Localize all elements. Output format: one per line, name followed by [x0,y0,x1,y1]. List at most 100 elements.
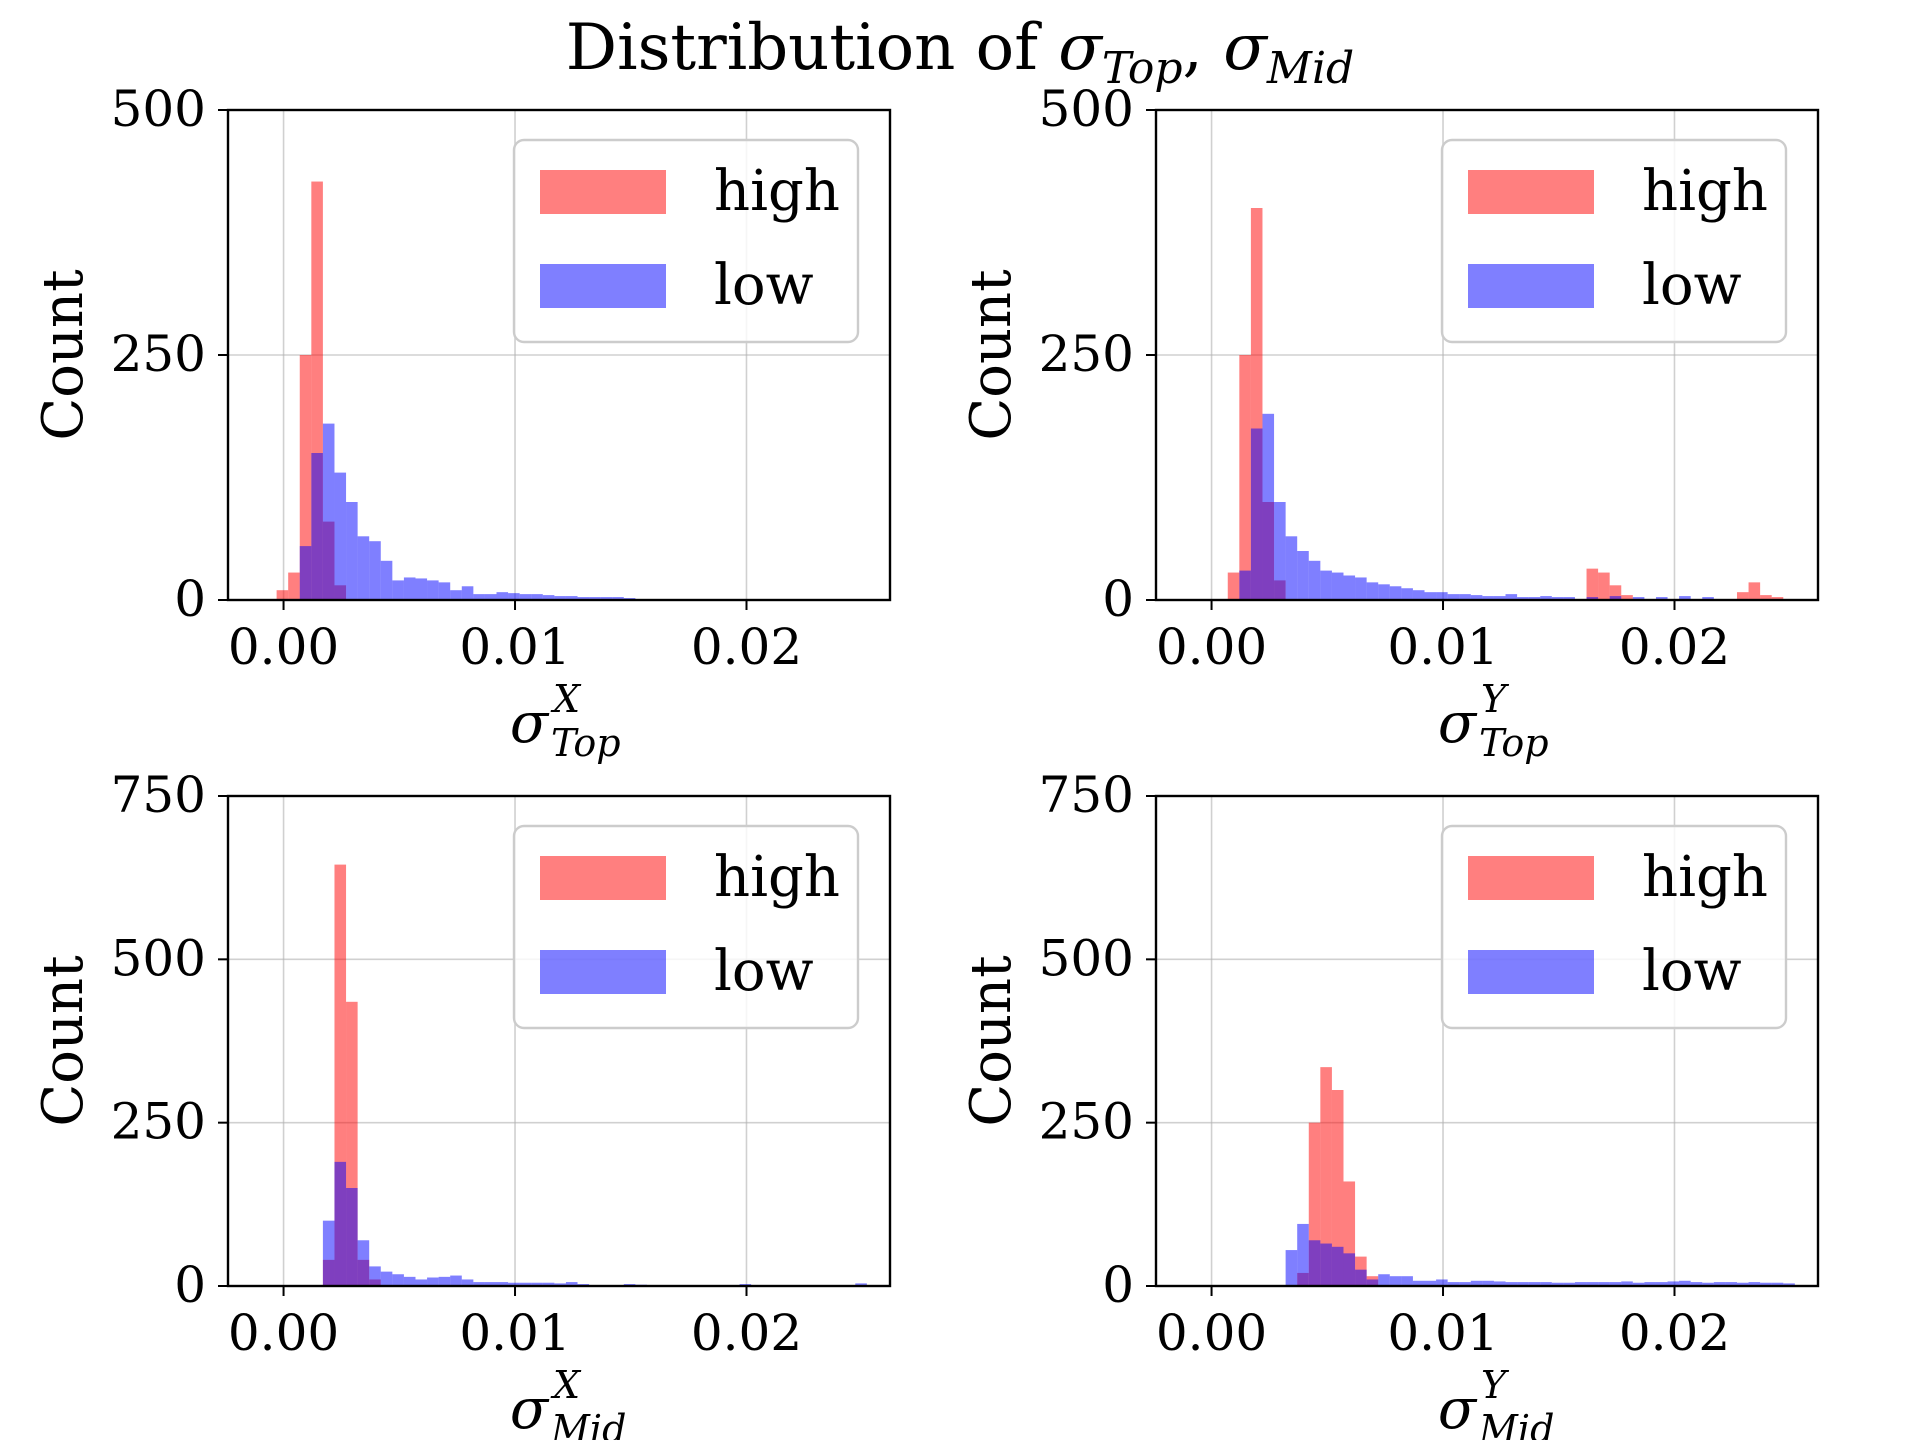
histogram-bar-low [1563,597,1575,600]
title-symbol-1: σ [1058,11,1102,85]
x-tick-label: 0.00 [1156,618,1267,676]
histogram-bar-low [484,594,497,600]
x-axis-label-symbol: σ [510,1377,550,1440]
histogram-bar-low [369,541,381,600]
histogram-bar-low [1470,595,1483,600]
histogram-bar-low [519,1282,532,1286]
histogram-bar-high [1320,1067,1332,1286]
histogram-bar-high [1343,1181,1356,1286]
x-tick-label: 0.01 [459,618,570,676]
histogram-bar-low [600,597,613,600]
axes-frame [226,794,892,1288]
histogram-bar-low [1366,1279,1379,1286]
histogram-bar-high [334,864,347,1286]
histogram-bar-low [392,580,404,600]
histogram-bar-low [1412,590,1425,600]
x-tick-label: 0.02 [1619,618,1730,676]
histogram-bar-low [1459,1282,1471,1286]
histogram-bar-low [484,1282,497,1286]
histogram-bar-high [1227,572,1240,600]
histogram-bar-low [346,502,358,600]
histogram-bar-low [1632,1282,1645,1286]
legend-label-high: high [714,845,840,910]
histogram-bar-low [1725,1282,1737,1286]
histogram-bar-low [1621,1281,1633,1286]
histogram-bar-low [1551,1282,1564,1286]
histogram-bar-low [357,1240,370,1286]
histogram-bar-high [1621,595,1633,600]
histogram-bar-low [1355,577,1367,600]
histogram-bar-low [322,1220,335,1286]
histogram-bar-low [1470,1280,1483,1286]
histogram-bar-low [1343,575,1356,600]
histogram-bar-low [461,586,474,600]
legend-swatch-low [540,950,666,994]
title-subscript-1: Top [1101,43,1183,94]
histogram-bar-low [357,536,370,600]
histogram-bar-low [1528,1282,1541,1286]
title-symbol-2: σ [1223,11,1267,85]
histogram-bar-low [1644,1282,1656,1286]
histogram-bar-low [1679,1280,1691,1286]
histogram-bar-low [322,423,335,600]
histogram-bar-low [1609,1282,1622,1286]
histogram-bar-low [1389,1276,1402,1286]
x-axis-label-superscript: Y [1481,1363,1510,1407]
histogram-bar-low [508,1282,520,1286]
histogram-bar-low [1736,1282,1749,1286]
histogram-bar-low [496,592,509,600]
x-axis-label-subscript: Mid [550,1407,626,1440]
histogram-bar-low [1586,1282,1599,1286]
x-axis-label-subscript: Top [1479,721,1549,765]
legend: high low [512,138,860,344]
histogram-bar-high [288,572,300,600]
histogram-bar-low [1517,597,1529,600]
legend-label-low: low [1642,253,1742,318]
x-tick-label: 0.00 [228,1304,339,1362]
histogram-bar-low [415,578,428,600]
histogram-bar-low [1760,1282,1772,1286]
histogram-bar-low [1343,1253,1356,1286]
histogram-bar-low [1655,597,1668,600]
histogram-bar-high [1760,595,1772,600]
histogram-bar-low [1517,1282,1529,1286]
histogram-bar-low [403,1276,416,1286]
histogram-bar-low [519,594,532,600]
y-tick-label: 250 [1039,1093,1134,1151]
histogram-bar-low [542,595,555,600]
y-tick-label: 0 [174,1256,206,1314]
histogram-bar-low [1262,413,1275,600]
x-axis-label-symbol: σ [1438,1377,1478,1440]
histogram-bar-low [1401,1276,1413,1286]
histogram-bar-high [1308,1122,1321,1286]
x-tick-label: 0.02 [691,1304,802,1362]
histogram-bar-low [473,594,485,600]
histogram-bar-low [1285,536,1298,600]
histogram-bar-low [1297,1223,1309,1286]
histogram-bar-low [612,597,624,600]
legend-swatch-low [540,264,666,308]
histogram-bar-low [1609,596,1622,600]
histogram-bar-low [1505,594,1518,600]
legend-swatch-high [1468,170,1594,214]
y-axis-label: Count [959,269,1024,441]
x-tick-label: 0.01 [459,1304,570,1362]
x-tick-label: 0.02 [1619,1304,1730,1362]
histogram-bar-low [1702,597,1714,600]
histogram-bar-low [1308,1240,1321,1286]
x-tick-label: 0.00 [228,618,339,676]
histogram-bar-low [1563,1282,1575,1286]
histogram-bar-low [1366,582,1379,600]
histogram-bar-low [380,560,393,600]
y-tick-label: 750 [1039,766,1134,824]
histogram-bar-low [1528,597,1541,600]
histogram-bar-low [1493,596,1506,600]
histogram-bar-low [1274,502,1286,600]
histogram-bar-low [1378,584,1390,600]
x-axis-label-symbol: σ [510,691,550,756]
y-axis-label: Count [31,955,96,1127]
histogram-bar-low [473,1282,485,1286]
histogram-bar-low [334,472,347,600]
title-separator: , [1182,11,1224,85]
